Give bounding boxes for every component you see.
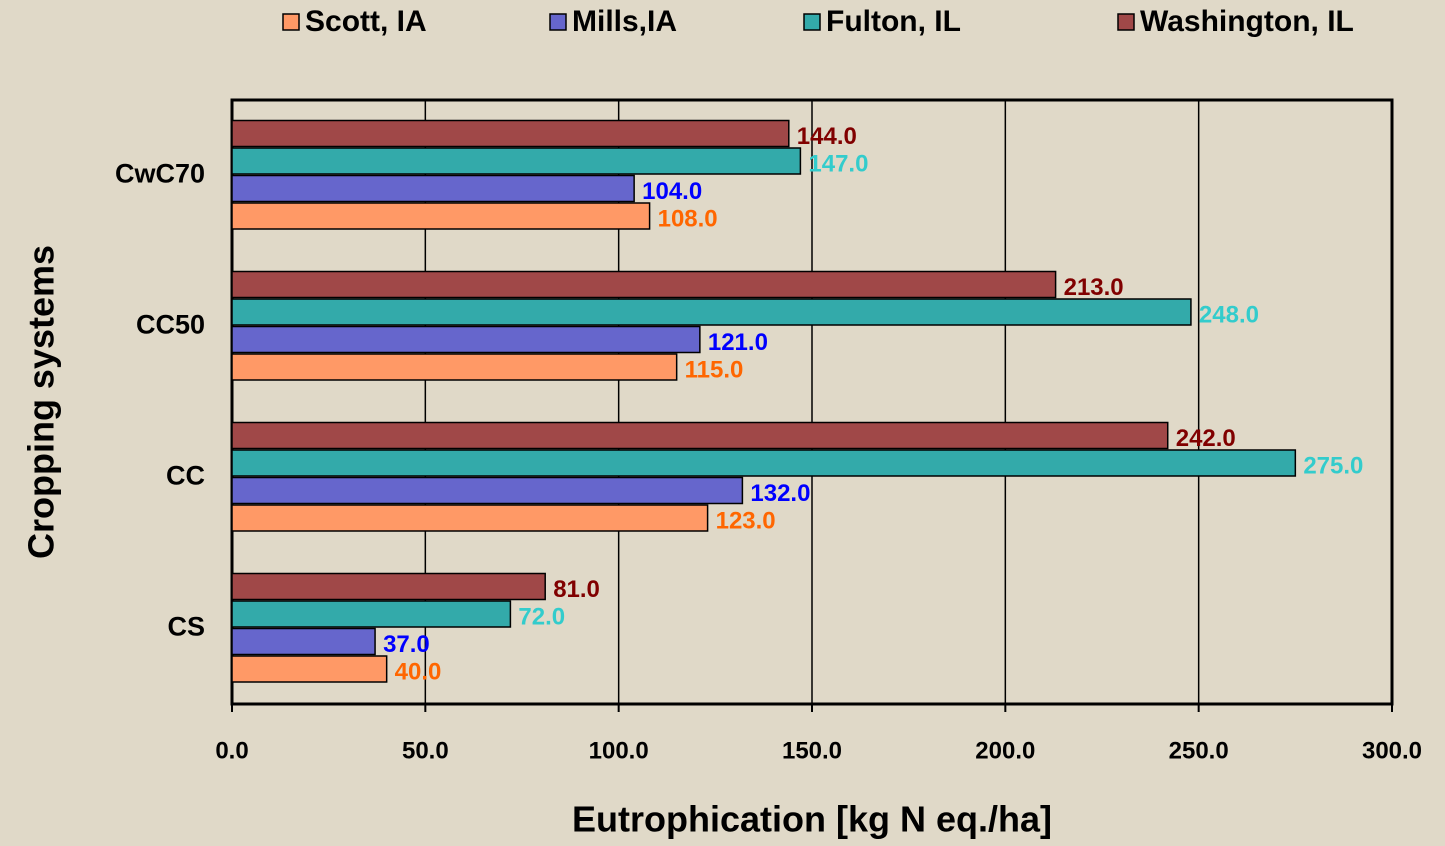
legend-swatch: [803, 13, 821, 31]
legend-label: Fulton, IL: [826, 5, 961, 38]
data-label: 123.0: [716, 507, 776, 534]
plot-frame: [230, 98, 1394, 706]
legend-label: Scott, IA: [305, 5, 427, 38]
data-label: 72.0: [518, 603, 565, 630]
legend-label: Mills,IA: [572, 5, 677, 38]
x-tick-label: 100.0: [589, 737, 649, 764]
data-label: 132.0: [750, 480, 810, 507]
data-label: 147.0: [808, 150, 868, 177]
bar: [231, 353, 678, 381]
y-axis-title: Cropping systems: [21, 245, 62, 559]
legend-swatch: [1117, 13, 1135, 31]
data-label: 81.0: [553, 576, 600, 603]
x-tick-label: 150.0: [782, 737, 842, 764]
y-tick-label: CC: [166, 461, 205, 491]
bar: [231, 572, 546, 601]
data-label: 242.0: [1176, 425, 1236, 452]
data-label: 108.0: [658, 205, 718, 232]
x-axis-title: Eutrophication [kg N eq./ha]: [572, 799, 1052, 840]
x-tick-label: 0.0: [215, 737, 248, 764]
legend-label: Washington, IL: [1140, 5, 1354, 38]
data-label: 248.0: [1199, 301, 1259, 328]
y-tick-label: CS: [167, 612, 205, 642]
bar: [231, 627, 376, 656]
data-label: 115.0: [685, 356, 744, 383]
legend-swatch: [549, 13, 567, 31]
bar: [231, 600, 512, 628]
x-tick-label: 50.0: [402, 737, 449, 764]
bar: [231, 298, 1192, 326]
bar: [231, 655, 388, 683]
x-tick-label: 300.0: [1362, 737, 1422, 764]
bar: [231, 147, 802, 175]
x-tick-label: 250.0: [1169, 737, 1229, 764]
y-tick-label: CwC70: [115, 159, 205, 189]
x-tick-label: 200.0: [975, 737, 1035, 764]
data-label: 213.0: [1064, 274, 1124, 301]
bar: [231, 202, 651, 230]
bar: [231, 504, 709, 532]
bar: [231, 174, 635, 203]
data-label: 121.0: [708, 329, 768, 356]
data-label: 144.0: [797, 123, 857, 150]
data-label: 37.0: [383, 631, 430, 658]
bar: [231, 449, 1297, 477]
y-tick-label: CC50: [136, 310, 205, 340]
data-label: 275.0: [1303, 452, 1363, 479]
data-label: 104.0: [642, 178, 702, 205]
bar: [231, 270, 1057, 299]
bar: [231, 119, 790, 148]
bar: [231, 476, 744, 505]
legend-swatch: [282, 13, 300, 31]
bar: [231, 325, 701, 354]
bar: [231, 421, 1169, 450]
data-label: 40.0: [395, 658, 442, 685]
